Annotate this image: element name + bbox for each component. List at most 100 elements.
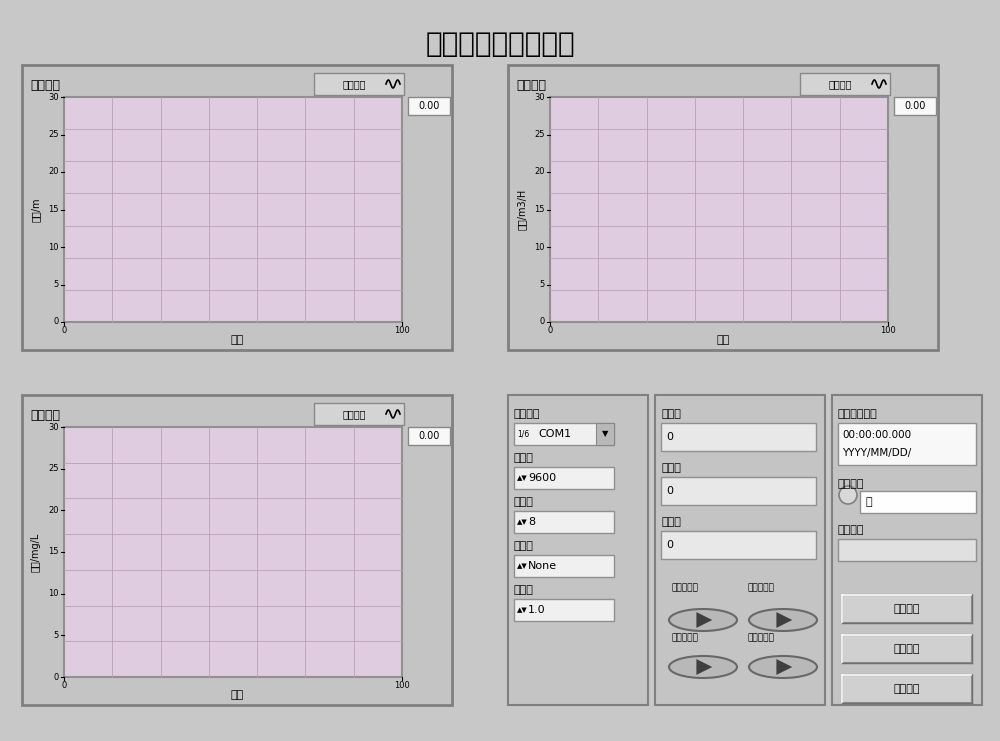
Text: 开始测量: 开始测量 bbox=[894, 604, 920, 614]
Text: 5: 5 bbox=[540, 280, 545, 289]
Polygon shape bbox=[776, 612, 792, 628]
Text: 0: 0 bbox=[547, 326, 553, 335]
Text: ▲▼: ▲▼ bbox=[517, 475, 528, 481]
Ellipse shape bbox=[669, 609, 737, 631]
Text: None: None bbox=[528, 561, 557, 571]
Text: 采样地点: 采样地点 bbox=[838, 525, 864, 535]
Text: 0.00: 0.00 bbox=[418, 101, 440, 111]
Bar bbox=[838, 539, 976, 561]
Text: 10: 10 bbox=[48, 242, 59, 251]
Text: 0: 0 bbox=[61, 326, 67, 335]
Text: 15: 15 bbox=[48, 548, 59, 556]
Bar bbox=[314, 73, 404, 95]
Text: 0: 0 bbox=[540, 317, 545, 327]
Bar bbox=[842, 675, 972, 703]
Text: 30: 30 bbox=[48, 93, 59, 102]
Text: 20: 20 bbox=[48, 167, 59, 176]
Text: 波特率: 波特率 bbox=[514, 453, 534, 463]
Text: 20: 20 bbox=[48, 506, 59, 515]
Bar bbox=[514, 511, 614, 533]
Text: 0.00: 0.00 bbox=[904, 101, 926, 111]
Text: ▼: ▼ bbox=[602, 430, 608, 439]
Text: 无: 无 bbox=[865, 497, 872, 507]
Text: 校验位: 校验位 bbox=[514, 541, 534, 551]
Bar bbox=[596, 423, 614, 445]
Text: 25: 25 bbox=[48, 130, 59, 139]
Bar bbox=[661, 531, 816, 559]
Text: 流量/m3/H: 流量/m3/H bbox=[517, 189, 527, 230]
Bar bbox=[64, 97, 402, 322]
Bar bbox=[894, 97, 936, 115]
Text: 深度曲线: 深度曲线 bbox=[343, 79, 366, 89]
Bar bbox=[408, 427, 450, 445]
Text: ▲▼: ▲▼ bbox=[517, 563, 528, 569]
Text: 100: 100 bbox=[394, 326, 410, 335]
Text: 25: 25 bbox=[48, 464, 59, 473]
Bar bbox=[514, 467, 614, 489]
Bar bbox=[314, 403, 404, 425]
Bar bbox=[661, 477, 816, 505]
Bar bbox=[514, 423, 614, 445]
Text: 10: 10 bbox=[48, 589, 59, 598]
Bar bbox=[838, 423, 976, 465]
Text: 0: 0 bbox=[54, 317, 59, 327]
Text: 8: 8 bbox=[528, 517, 535, 527]
Text: 读取流量值: 读取流量值 bbox=[671, 633, 698, 642]
Bar bbox=[832, 395, 982, 705]
Bar bbox=[64, 427, 402, 677]
Text: 0: 0 bbox=[666, 486, 673, 496]
Text: ▲▼: ▲▼ bbox=[517, 607, 528, 613]
Bar bbox=[514, 555, 614, 577]
Text: 浓度/mg/L: 浓度/mg/L bbox=[31, 532, 41, 572]
Text: 采样地点: 采样地点 bbox=[838, 479, 864, 489]
Text: 30: 30 bbox=[48, 422, 59, 431]
Text: 25: 25 bbox=[534, 130, 545, 139]
Text: 100: 100 bbox=[394, 681, 410, 690]
Bar bbox=[860, 491, 976, 513]
Bar bbox=[842, 595, 972, 623]
Bar bbox=[800, 73, 890, 95]
Text: 1/6: 1/6 bbox=[517, 430, 529, 439]
Text: 数据位: 数据位 bbox=[514, 497, 534, 507]
Polygon shape bbox=[696, 612, 712, 628]
Bar bbox=[514, 599, 614, 621]
Text: 0.00: 0.00 bbox=[418, 431, 440, 441]
Text: 30: 30 bbox=[534, 93, 545, 102]
Bar bbox=[550, 97, 888, 322]
Ellipse shape bbox=[749, 656, 817, 678]
Text: 时间: 时间 bbox=[230, 335, 244, 345]
Text: 深度曲线: 深度曲线 bbox=[30, 79, 60, 92]
Bar bbox=[408, 97, 450, 115]
Ellipse shape bbox=[669, 656, 737, 678]
Text: 采样当前时间: 采样当前时间 bbox=[838, 409, 878, 419]
Text: 0: 0 bbox=[54, 673, 59, 682]
Ellipse shape bbox=[749, 609, 817, 631]
Text: 浓度曲线: 浓度曲线 bbox=[30, 409, 60, 422]
Text: 100: 100 bbox=[880, 326, 896, 335]
Text: 读取深度值: 读取深度值 bbox=[671, 583, 698, 592]
Circle shape bbox=[839, 486, 857, 504]
Bar bbox=[508, 65, 938, 350]
Text: 15: 15 bbox=[48, 205, 59, 214]
Text: ▲▼: ▲▼ bbox=[517, 519, 528, 525]
Text: 串口选择: 串口选择 bbox=[514, 409, 540, 419]
Text: 流量曲线: 流量曲线 bbox=[516, 79, 546, 92]
Text: 9600: 9600 bbox=[528, 473, 556, 483]
Text: 停止测量: 停止测量 bbox=[894, 644, 920, 654]
Bar bbox=[842, 635, 972, 663]
Text: COM1: COM1 bbox=[538, 429, 571, 439]
Text: 时间: 时间 bbox=[716, 335, 730, 345]
Text: 深度/m: 深度/m bbox=[31, 197, 41, 222]
Text: 悬浮物自动采样系统: 悬浮物自动采样系统 bbox=[425, 30, 575, 58]
Text: 0: 0 bbox=[666, 540, 673, 550]
Text: 添加新表: 添加新表 bbox=[894, 684, 920, 694]
Text: 15: 15 bbox=[534, 205, 545, 214]
Text: 停止位: 停止位 bbox=[514, 585, 534, 595]
Text: 00:00:00.000: 00:00:00.000 bbox=[842, 430, 911, 440]
Bar bbox=[22, 395, 452, 705]
Text: 5: 5 bbox=[54, 631, 59, 639]
Text: 5: 5 bbox=[54, 280, 59, 289]
Text: 10: 10 bbox=[534, 242, 545, 251]
Text: 20: 20 bbox=[534, 167, 545, 176]
Bar bbox=[508, 395, 648, 705]
